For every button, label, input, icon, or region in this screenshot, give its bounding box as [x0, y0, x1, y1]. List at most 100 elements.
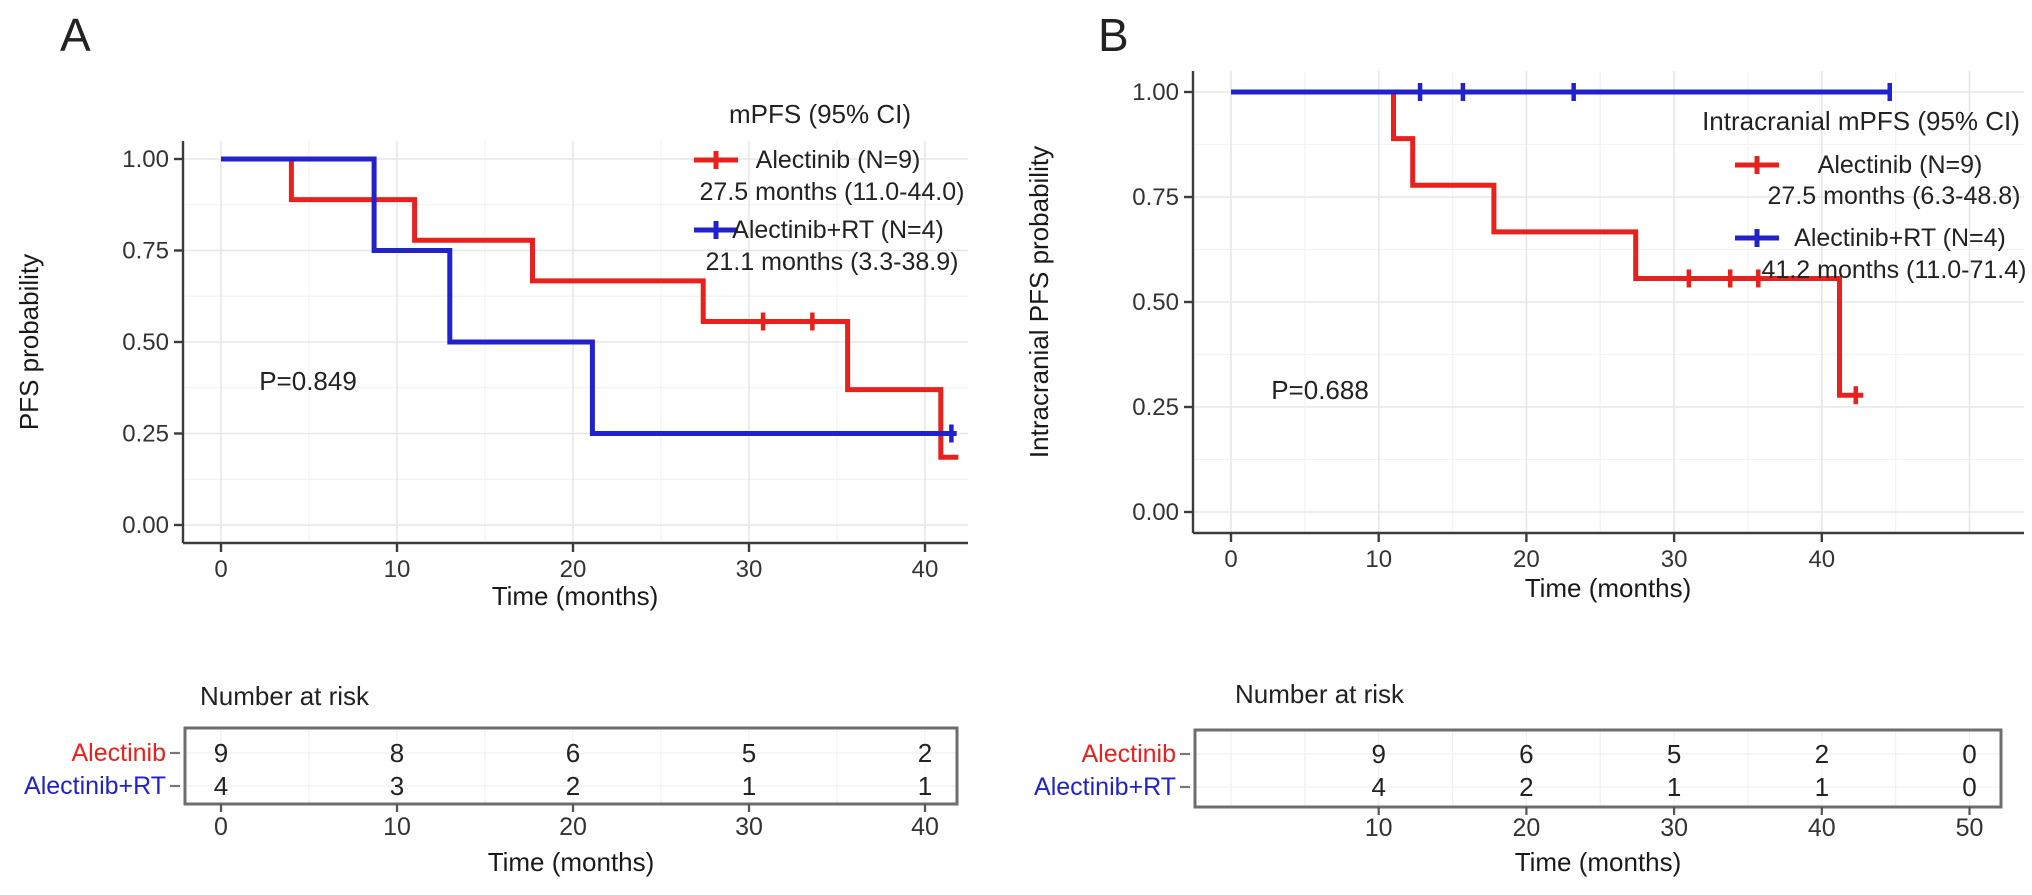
risk-count: 9 — [214, 738, 228, 768]
risk-x-tick-label: 50 — [1956, 814, 1984, 842]
x-tick-label: 30 — [736, 556, 763, 583]
grid — [1193, 71, 2024, 533]
km-chart-pfs: 0.00 0.25 0.50 0.75 1.00 0 10 20 30 40 Time (month… — [14, 99, 968, 611]
legend-key-alectinib-rt — [694, 221, 738, 239]
x-tick-label: 20 — [560, 556, 587, 583]
legend-median: 41.2 months (11.0-71.4) — [1762, 256, 2027, 284]
risk-count: 0 — [1962, 772, 1976, 802]
risk-row-label: Alectinib — [1082, 740, 1177, 768]
legend-label: Alectinib (N=9) — [756, 146, 921, 174]
risk-row-label: Alectinib+RT — [1034, 773, 1176, 801]
y-tick-label: 0.25 — [1132, 394, 1179, 421]
axes: 0.00 0.25 0.50 0.75 1.00 0 10 20 30 40 — [1132, 71, 2024, 573]
risk-table-box — [183, 726, 959, 806]
risk-table-title: Number at risk — [200, 681, 370, 711]
risk-count: 1 — [742, 771, 756, 801]
risk-grid — [1195, 730, 2001, 807]
legend-label: Alectinib+RT (N=4) — [1794, 224, 2006, 252]
panel-a: A 0.00 0.25 0.50 0.75 1.00 0 10 20 30 40 Time (mon… — [14, 9, 968, 877]
legend-label: Alectinib+RT (N=4) — [732, 216, 944, 244]
risk-row-label: Alectinib — [72, 739, 167, 767]
km-curve-alectinib — [1231, 89, 1864, 405]
risk-x-tick-label: 20 — [1512, 814, 1540, 842]
risk-x-tick-label: 10 — [383, 813, 411, 841]
y-tick-label: 0.75 — [1132, 184, 1179, 211]
risk-count: 2 — [566, 771, 580, 801]
x-axis-title: Time (months) — [1525, 573, 1692, 603]
risk-count: 4 — [1371, 772, 1385, 802]
risk-x-tick-label: 30 — [1660, 814, 1688, 842]
legend-key-alectinib — [694, 151, 738, 169]
risk-count: 4 — [214, 771, 228, 801]
risk-x-tick-label: 40 — [911, 813, 939, 841]
panel-a-label: A — [60, 9, 91, 61]
x-tick-label: 20 — [1513, 546, 1540, 573]
risk-x-tick-label: 30 — [735, 813, 763, 841]
risk-x-axis-title: Time (months) — [488, 847, 655, 877]
y-tick-label: 0.50 — [122, 329, 169, 356]
legend-label: Alectinib (N=9) — [1818, 151, 1983, 179]
p-value: P=0.688 — [1271, 375, 1369, 405]
x-tick-label: 10 — [384, 556, 411, 583]
km-curve-alectinib-rt — [1231, 83, 1892, 101]
risk-count: 0 — [1962, 739, 1976, 769]
x-tick-label: 30 — [1661, 546, 1688, 573]
risk-count: 5 — [742, 738, 756, 768]
risk-row-label: Alectinib+RT — [24, 772, 166, 800]
km-curve-alectinib-rt — [221, 156, 957, 443]
risk-count: 9 — [1371, 739, 1385, 769]
legend-median: 27.5 months (6.3-48.8) — [1768, 182, 2021, 210]
risk-count: 2 — [918, 738, 932, 768]
y-tick-label: 0.50 — [1132, 289, 1179, 316]
risk-axis: 10 20 30 40 50 — [1365, 807, 1984, 842]
y-axis-title: PFS probability — [14, 254, 44, 430]
risk-count: 6 — [566, 738, 580, 768]
y-tick-label: 1.00 — [122, 146, 169, 173]
panel-b-label: B — [1098, 9, 1129, 61]
risk-x-axis-title: Time (months) — [1515, 847, 1682, 877]
axes: 0.00 0.25 0.50 0.75 1.00 0 10 20 30 40 — [122, 141, 968, 583]
x-tick-label: 10 — [1365, 546, 1392, 573]
legend-key-alectinib — [1735, 156, 1779, 174]
x-tick-label: 40 — [912, 556, 939, 583]
x-axis-title: Time (months) — [492, 581, 659, 611]
y-tick-label: 0.00 — [122, 512, 169, 539]
legend-key-alectinib-rt — [1735, 229, 1779, 247]
y-tick-label: 1.00 — [1132, 79, 1179, 106]
panel-b: B 0.00 0.25 0.50 0.75 1.00 0 10 20 30 40 Time (mon… — [1016, 0, 2032, 895]
km-curve-alectinib — [221, 156, 959, 460]
x-tick-label: 40 — [1808, 546, 1835, 573]
x-tick-label: 0 — [214, 556, 227, 583]
p-value: P=0.849 — [259, 366, 357, 396]
risk-count: 1 — [1667, 772, 1681, 802]
legend-title: Intracranial mPFS (95% CI) — [1702, 106, 2020, 136]
risk-table-pfs: Number at risk Alectinib 9 8 6 5 2 Alectinib+RT… — [24, 681, 959, 877]
legend: mPFS (95% CI) Alectinib (N=9) 27.5 months … — [694, 99, 964, 276]
risk-count: 1 — [1815, 772, 1829, 802]
risk-x-tick-label: 0 — [214, 813, 228, 841]
legend-median: 21.1 months (3.3-38.9) — [706, 248, 959, 276]
y-tick-label: 0.75 — [122, 238, 169, 265]
risk-table-box — [1193, 728, 2003, 809]
risk-x-tick-label: 20 — [559, 813, 587, 841]
risk-count: 2 — [1815, 739, 1829, 769]
risk-count: 5 — [1667, 739, 1681, 769]
legend-median: 27.5 months (11.0-44.0) — [700, 178, 965, 206]
km-chart-intracranial-pfs: 0.00 0.25 0.50 0.75 1.00 0 10 20 30 40 Time (month… — [1024, 71, 2026, 603]
risk-table-title: Number at risk — [1235, 679, 1405, 709]
legend-title: mPFS (95% CI) — [729, 99, 911, 129]
risk-count: 8 — [390, 738, 404, 768]
risk-count: 1 — [918, 771, 932, 801]
risk-axis: 0 10 20 30 40 — [214, 804, 939, 841]
x-tick-label: 0 — [1224, 546, 1237, 573]
risk-count: 6 — [1519, 739, 1533, 769]
risk-x-tick-label: 40 — [1808, 814, 1836, 842]
y-axis-title: Intracranial PFS probability — [1024, 146, 1054, 458]
risk-x-tick-label: 10 — [1365, 814, 1393, 842]
risk-grid — [185, 728, 957, 804]
risk-count: 2 — [1519, 772, 1533, 802]
legend: Intracranial mPFS (95% CI) Alectinib (N=9… — [1702, 106, 2026, 284]
y-tick-label: 0.00 — [1132, 499, 1179, 526]
y-tick-label: 0.25 — [122, 421, 169, 448]
